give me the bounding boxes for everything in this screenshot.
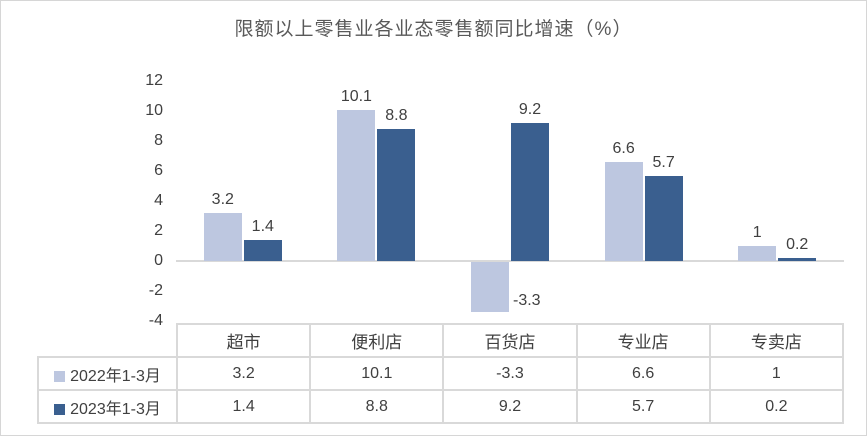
table-value-cell: 1: [708, 356, 845, 391]
bar-value-label: -3.3: [513, 291, 541, 309]
bar-value-label: 8.8: [385, 107, 408, 124]
table-value-cell: 6.6: [575, 356, 711, 391]
table-header-cell: 专业店: [575, 323, 711, 358]
bar-value-label: 6.6: [612, 140, 635, 157]
bar-value-label: 10.1: [340, 87, 372, 105]
bar: [377, 129, 416, 261]
bar: [337, 109, 376, 261]
table-value-cell: 10.1: [309, 356, 445, 391]
table-header-cell: 超市: [175, 323, 312, 358]
legend-swatch-icon: [54, 403, 66, 415]
y-tick-label: 2: [154, 222, 163, 239]
table-value-cell: 5.7: [575, 389, 711, 424]
table-value-cell: 8.8: [309, 389, 445, 424]
legend-label: 2022年1-3月: [70, 367, 161, 385]
bar-value-label: 5.7: [652, 153, 675, 171]
bar-value-label: 9.2: [518, 101, 542, 118]
table-row: 2022年1-3月 3.2 10.1 -3.3 6.6 1: [37, 356, 845, 391]
bar: [511, 123, 549, 261]
data-table: 超市 便利店 百货店 专业店 专卖店 2022年1-3月 3.2 10.1 -3.3 6.6 1 2…: [37, 323, 845, 424]
y-tick-label: 12: [145, 72, 163, 89]
y-tick-label: -2: [148, 282, 163, 299]
legend-swatch-icon: [54, 370, 66, 382]
table-corner-blank: [38, 324, 177, 357]
x-axis-line: [176, 260, 844, 262]
bar-value-label: 0.2: [786, 236, 809, 253]
y-tick-label: 0: [154, 252, 163, 269]
y-tick-label: -4: [148, 312, 163, 329]
y-tick-label: 4: [154, 192, 163, 209]
bar: [203, 213, 242, 261]
table-value-cell: 3.2: [175, 356, 312, 391]
table-header-row: 超市 便利店 百货店 专业店 专卖店: [38, 323, 845, 358]
table-header-cell: 专卖店: [708, 323, 845, 358]
chart-title: 限额以上零售业各业态零售额同比增速（%）: [234, 19, 633, 40]
table-body: 2022年1-3月 3.2 10.1 -3.3 6.6 1 2023年1-3月 1.4 8.8 9…: [37, 356, 845, 424]
table-value-cell: 1.4: [175, 389, 312, 424]
legend-cell: 2023年1-3月: [37, 389, 178, 424]
y-tick-label: 8: [154, 132, 163, 149]
legend-cell: 2022年1-3月: [37, 356, 178, 391]
bar: [604, 162, 643, 261]
bar-value-label: 3.2: [211, 191, 234, 208]
bar-value-label: 1: [752, 224, 762, 241]
table-value-cell: -3.3: [442, 356, 578, 391]
bar: [644, 175, 683, 261]
y-tick-label: 6: [154, 162, 163, 179]
table-header-cell: 百货店: [442, 323, 578, 358]
legend-label: 2023年1-3月: [70, 400, 161, 418]
bar: [778, 258, 817, 261]
bar: [471, 262, 509, 312]
y-tick-label: 10: [145, 102, 163, 119]
table-header-row: 超市 便利店 百货店 专业店 专卖店: [38, 323, 845, 358]
table-row: 2023年1-3月 1.4 8.8 9.2 5.7 0.2: [37, 389, 845, 424]
bar: [243, 240, 282, 261]
table-value-cell: 0.2: [708, 389, 845, 424]
bar-value-label: 1.4: [251, 218, 274, 235]
bar: [738, 246, 777, 261]
table-header-cell: 便利店: [309, 323, 445, 358]
table-value-cell: 9.2: [442, 389, 578, 424]
